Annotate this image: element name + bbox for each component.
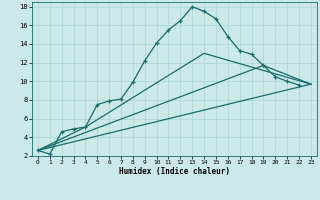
X-axis label: Humidex (Indice chaleur): Humidex (Indice chaleur) bbox=[119, 167, 230, 176]
